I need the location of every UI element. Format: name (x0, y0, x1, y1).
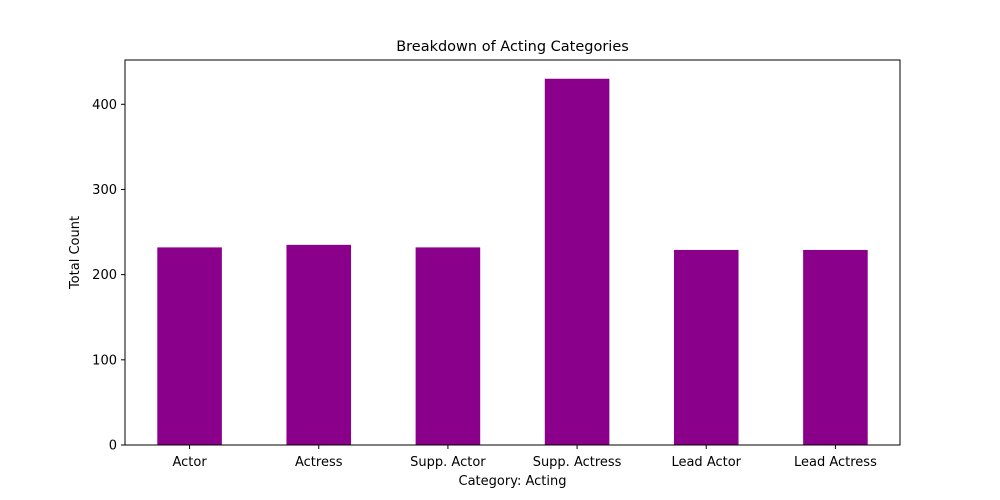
x-axis: Actor Actress Supp. Actor Supp. Actress Lead… (172, 445, 877, 470)
y-tick-label-4: 400 (92, 98, 117, 113)
y-tick-label-3: 300 (92, 183, 117, 198)
x-axis-label: Category: Acting (459, 474, 567, 489)
bar-1 (286, 244, 352, 445)
bar-0 (157, 247, 222, 445)
y-tick-label-0: 0 (109, 439, 117, 454)
plot-frame (124, 59, 901, 446)
y-axis-label: Total Count (68, 216, 83, 290)
y-tick-label-2: 200 (92, 268, 117, 283)
bar-4 (673, 249, 739, 445)
y-tick-label-1: 100 (92, 353, 117, 368)
bar-5 (803, 249, 868, 445)
x-tick-label-3: Supp. Actress (533, 455, 622, 470)
x-tick-label-4: Lead Actor (671, 455, 741, 470)
bar-3 (544, 78, 610, 446)
bars-group (157, 78, 868, 446)
bar-2 (415, 247, 481, 445)
x-tick-label-1: Actress (295, 455, 343, 470)
x-tick-label-5: Lead Actress (794, 455, 877, 470)
y-axis: 0 100 200 300 400 (92, 98, 125, 454)
chart-title: Breakdown of Acting Categories (396, 39, 629, 55)
x-tick-label-0: Actor (172, 455, 207, 470)
x-tick-label-2: Supp. Actor (410, 455, 486, 470)
